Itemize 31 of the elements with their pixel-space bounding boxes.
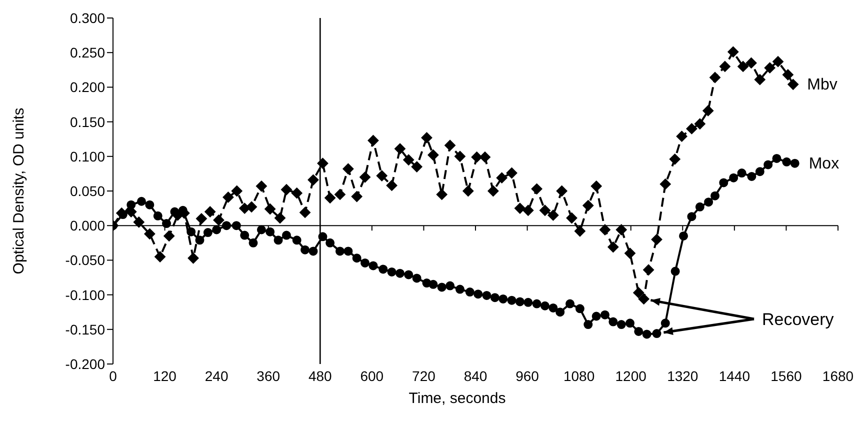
y-tick-label: -0.150 [65, 321, 106, 338]
y-tick-label: 0.050 [70, 182, 106, 199]
x-tick-label: 1680 [822, 368, 854, 384]
y-tick-label: -0.200 [65, 356, 106, 372]
x-tick-label: 360 [256, 368, 280, 384]
x-tick-label: 720 [412, 368, 436, 384]
y-tick-label: -0.050 [65, 252, 106, 268]
y-tick-label: 0.100 [70, 148, 106, 164]
y-tick-label: 0.200 [70, 79, 106, 96]
x-tick-label: 120 [153, 368, 177, 384]
y-tick-label: -0.100 [65, 286, 106, 303]
y-tick-label: 0.300 [70, 10, 106, 26]
x-axis-title: Time, seconds [408, 390, 507, 407]
x-tick-label: 0 [109, 368, 118, 384]
annotation: Recovery [762, 310, 834, 330]
x-tick-label: 1320 [667, 368, 698, 384]
x-tick-label: 960 [516, 368, 540, 384]
x-tick-label: 1440 [718, 368, 750, 384]
series-label: Mbv [807, 76, 838, 94]
x-tick-label: 480 [308, 368, 332, 384]
y-axis-title: Optical Density, OD units [10, 108, 28, 274]
x-tick-label: 840 [464, 368, 488, 384]
x-tick-label: 1080 [563, 368, 595, 384]
x-tick-label: 1560 [770, 368, 802, 384]
y-tick-label: 0.250 [70, 44, 106, 61]
x-tick-label: 1200 [615, 368, 647, 384]
y-tick-label: 0.150 [70, 114, 106, 130]
x-tick-label: 240 [204, 368, 228, 384]
series-label: Mox [808, 155, 840, 172]
x-tick-label: 600 [360, 368, 384, 384]
y-tick-label: 0.000 [70, 218, 106, 234]
